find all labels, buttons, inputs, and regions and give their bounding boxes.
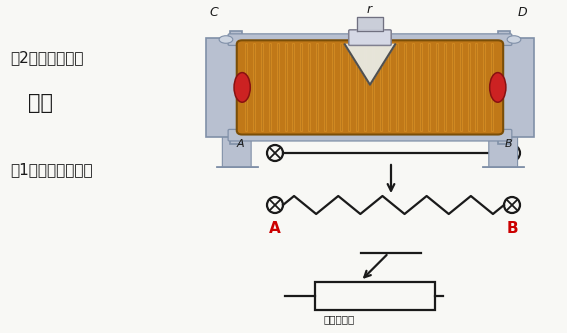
Text: C: C [210, 6, 218, 19]
Polygon shape [206, 31, 242, 144]
Text: D: D [518, 6, 527, 19]
Text: 图示: 图示 [28, 93, 53, 113]
Text: B: B [506, 221, 518, 236]
Ellipse shape [507, 36, 521, 43]
Text: A: A [237, 139, 244, 149]
Text: C: C [269, 124, 281, 139]
Ellipse shape [219, 36, 233, 43]
Polygon shape [357, 17, 383, 31]
Text: （1）结构示意图：: （1）结构示意图： [10, 163, 92, 177]
FancyBboxPatch shape [228, 34, 512, 45]
Bar [315, 282, 435, 310]
Text: A: A [269, 221, 281, 236]
Text: （2）元件符号：: （2）元件符号： [10, 51, 83, 66]
Text: B: B [505, 139, 513, 149]
FancyBboxPatch shape [228, 130, 512, 141]
Text: 滑动电阻器: 滑动电阻器 [323, 314, 354, 324]
FancyBboxPatch shape [349, 30, 391, 45]
Polygon shape [498, 31, 534, 144]
FancyBboxPatch shape [489, 136, 518, 168]
Polygon shape [345, 44, 395, 85]
Text: r: r [366, 3, 371, 16]
Text: P: P [386, 124, 396, 139]
FancyBboxPatch shape [222, 136, 251, 168]
Ellipse shape [234, 73, 250, 102]
FancyBboxPatch shape [237, 40, 503, 135]
Ellipse shape [490, 73, 506, 102]
Text: D: D [506, 124, 518, 139]
